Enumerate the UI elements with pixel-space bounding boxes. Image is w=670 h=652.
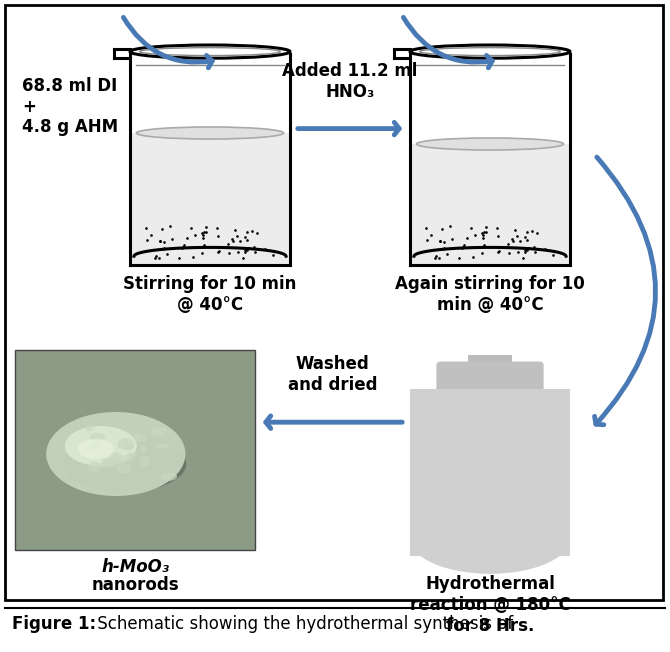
Ellipse shape	[103, 458, 122, 464]
Ellipse shape	[135, 433, 141, 439]
Ellipse shape	[90, 433, 105, 441]
Bar	[410, 521, 570, 556]
Ellipse shape	[46, 412, 186, 496]
Ellipse shape	[139, 48, 281, 55]
Ellipse shape	[161, 473, 177, 481]
Ellipse shape	[110, 452, 123, 464]
Bar	[468, 355, 513, 366]
FancyBboxPatch shape	[436, 361, 543, 393]
Ellipse shape	[130, 45, 290, 58]
Ellipse shape	[140, 444, 146, 452]
Ellipse shape	[140, 456, 150, 467]
Ellipse shape	[85, 425, 93, 431]
Ellipse shape	[133, 435, 147, 442]
Bar	[15, 350, 255, 550]
Text: Washed
and dried: Washed and dried	[287, 355, 377, 394]
Ellipse shape	[123, 454, 133, 462]
Ellipse shape	[410, 45, 570, 58]
Ellipse shape	[125, 443, 134, 451]
Ellipse shape	[416, 138, 563, 150]
Text: Figure 1:: Figure 1:	[12, 615, 96, 633]
Text: Schematic showing the hydrothermal synthesis of: Schematic showing the hydrothermal synth…	[92, 615, 513, 633]
Bar	[410, 389, 570, 539]
Text: Added 11.2 ml
HNO₃: Added 11.2 ml HNO₃	[282, 62, 417, 100]
Text: Hydrothermal
reaction @ 180°C
for 8 Hrs.: Hydrothermal reaction @ 180°C for 8 Hrs.	[409, 575, 570, 634]
Ellipse shape	[62, 436, 186, 492]
Ellipse shape	[419, 48, 560, 55]
Ellipse shape	[116, 463, 131, 473]
Bar	[411, 144, 569, 265]
Ellipse shape	[117, 438, 134, 450]
Ellipse shape	[88, 462, 100, 473]
Text: Again stirring for 10
min @ 40°C: Again stirring for 10 min @ 40°C	[395, 275, 585, 314]
Ellipse shape	[137, 127, 283, 139]
Ellipse shape	[128, 452, 137, 457]
Text: Stirring for 10 min
@ 40°C: Stirring for 10 min @ 40°C	[123, 275, 297, 314]
Ellipse shape	[65, 426, 137, 466]
Ellipse shape	[96, 463, 114, 468]
Ellipse shape	[410, 503, 570, 574]
Text: h-MoO₃: h-MoO₃	[101, 558, 169, 576]
Text: 68.8 ml DI
+
4.8 g AHM: 68.8 ml DI + 4.8 g AHM	[22, 77, 118, 136]
Ellipse shape	[78, 439, 114, 459]
Bar	[131, 133, 289, 265]
Text: nanorods: nanorods	[91, 576, 179, 594]
Ellipse shape	[90, 443, 100, 451]
Ellipse shape	[155, 444, 172, 449]
Ellipse shape	[102, 458, 116, 466]
Ellipse shape	[150, 426, 167, 436]
